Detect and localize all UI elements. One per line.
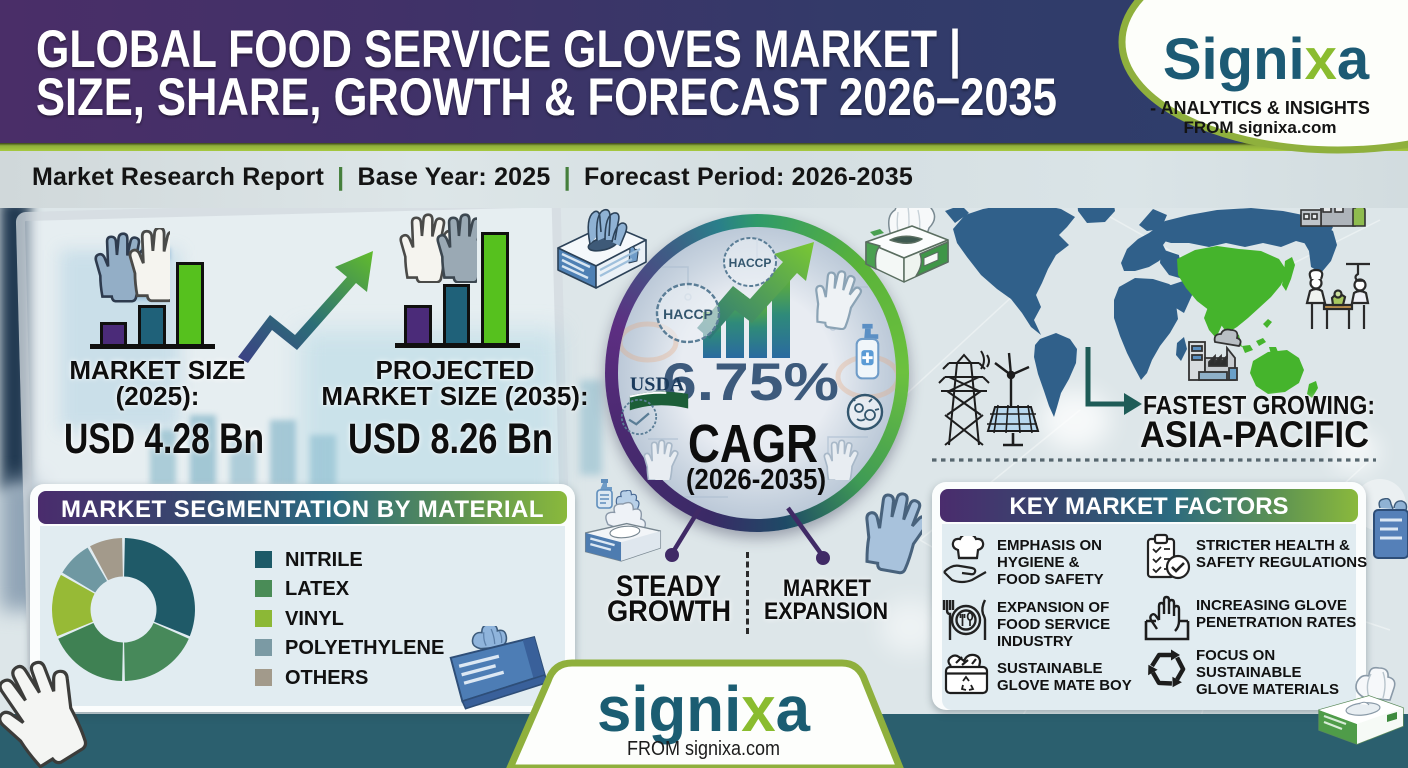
svg-text:FROM signixa.com: FROM signixa.com <box>1183 118 1336 137</box>
svg-text:6.75%: 6.75% <box>662 353 839 412</box>
svg-text:HACCP: HACCP <box>663 306 713 322</box>
svg-text:FASTEST GROWING:: FASTEST GROWING: <box>1143 390 1375 420</box>
svg-text:(2026-2035): (2026-2035) <box>686 464 826 496</box>
svg-text:EXPANSION: EXPANSION <box>764 598 888 625</box>
svg-text:CAGR: CAGR <box>688 414 818 474</box>
svg-text:ASIA-PACIFIC: ASIA-PACIFIC <box>1140 414 1369 455</box>
svg-text:USD 4.28 Bn: USD 4.28 Bn <box>64 415 264 463</box>
svg-text:- ANALYTICS & INSIGHTS: - ANALYTICS & INSIGHTS <box>1150 98 1370 118</box>
svg-text:USD 8.26 Bn: USD 8.26 Bn <box>348 415 553 463</box>
svg-text:STEADY: STEADY <box>616 570 721 603</box>
svg-text:FROM signixa.com: FROM signixa.com <box>627 738 780 760</box>
svg-text:HACCP: HACCP <box>729 256 772 270</box>
svg-text:MARKET: MARKET <box>783 575 871 602</box>
svg-text:Signixa: Signixa <box>1163 27 1370 92</box>
svg-text:GROWTH: GROWTH <box>607 595 731 628</box>
svg-text:GLOBAL FOOD SERVICE GLOVES MAR: GLOBAL FOOD SERVICE GLOVES MARKET | <box>36 20 961 80</box>
svg-text:SIZE, SHARE, GROWTH & FORECAST: SIZE, SHARE, GROWTH & FORECAST 2026–2035 <box>36 68 1057 127</box>
svg-text:signixa: signixa <box>597 673 810 745</box>
svg-text:USDA: USDA <box>630 373 685 395</box>
